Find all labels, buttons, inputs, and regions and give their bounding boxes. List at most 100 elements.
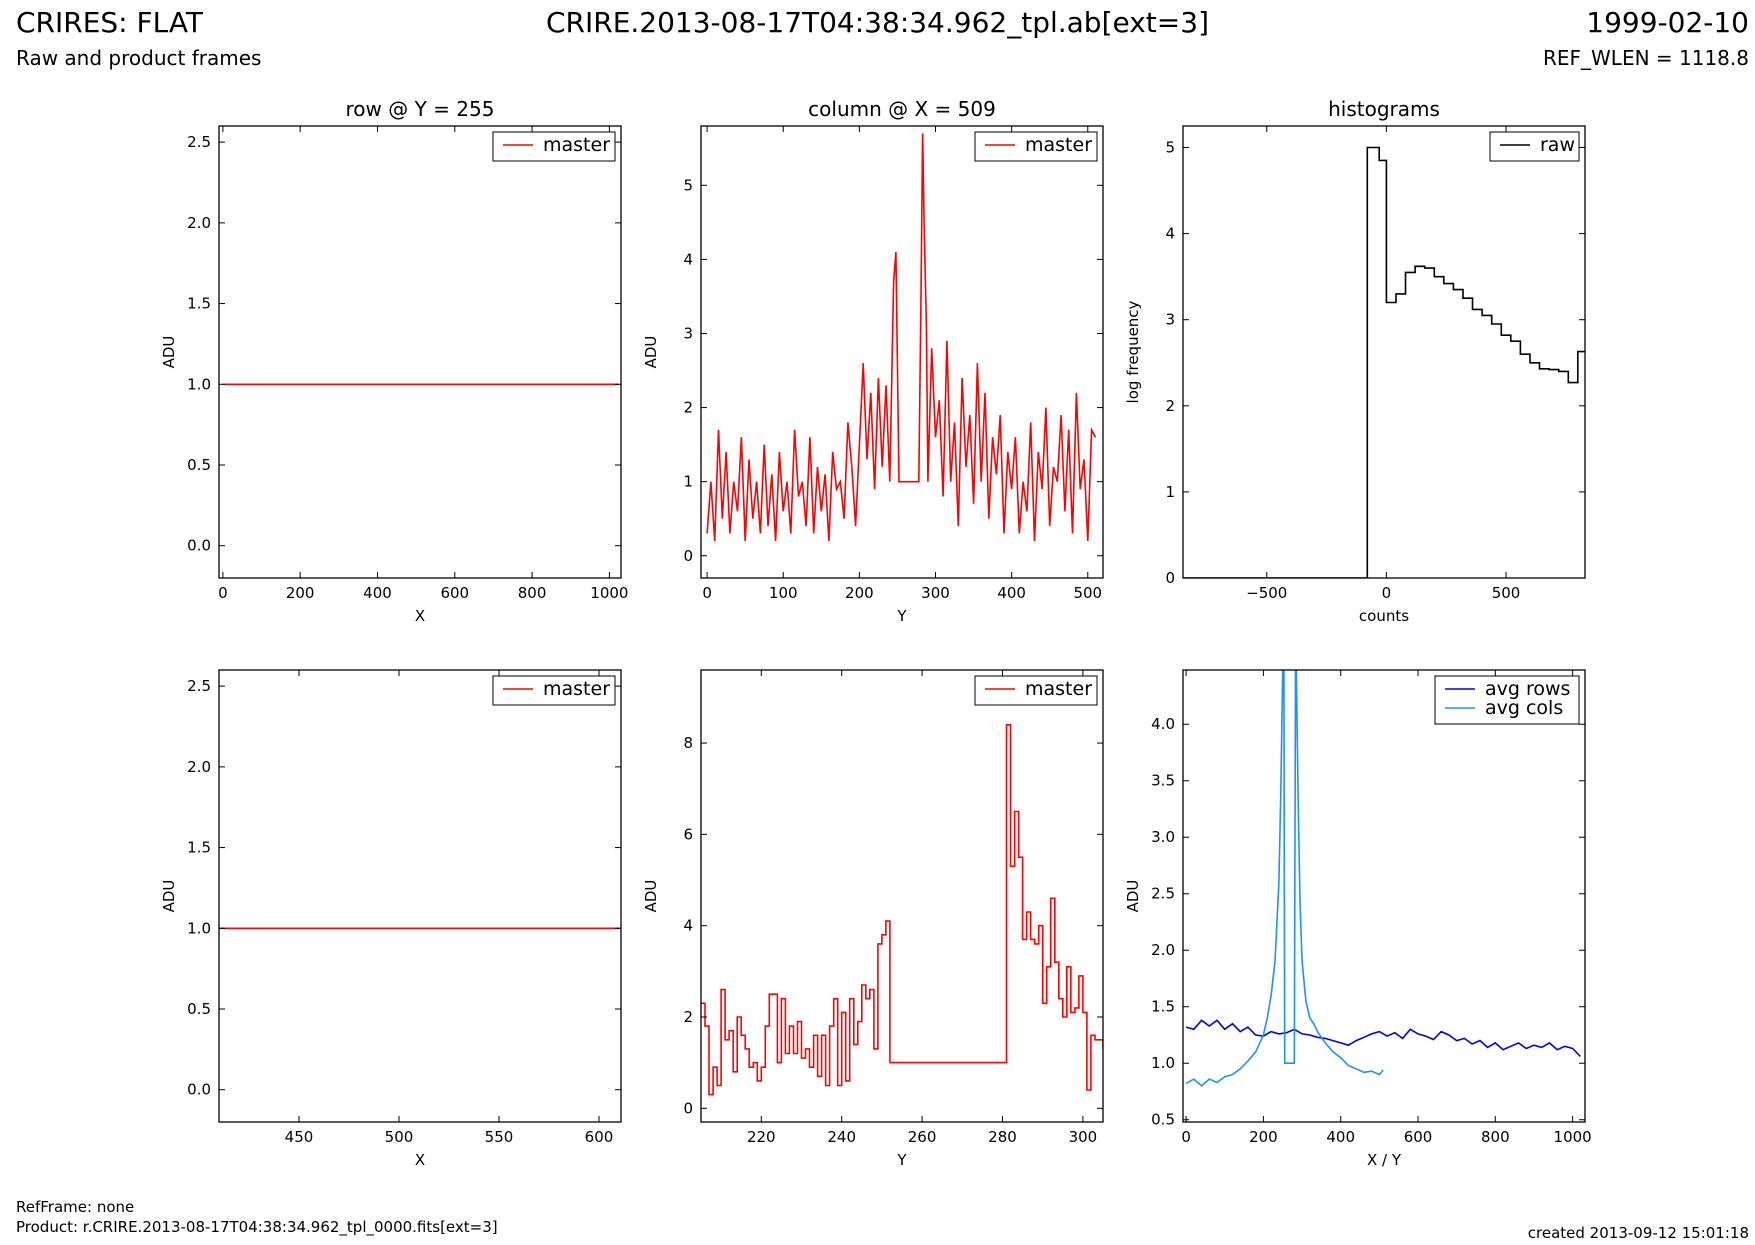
reference-wavelength: REF_WLEN = 1118.8 [1542,46,1749,70]
created-timestamp: created 2013-09-12 15:01:18 [1527,1224,1749,1242]
x-tick-label: 1000 [1554,1128,1592,1146]
legend-box [974,675,1098,706]
y-tick-label: 8 [683,734,693,752]
x-axis-label: X [415,1151,425,1169]
y-tick-label: 2.0 [1151,941,1175,959]
plot-frame [1182,669,1586,1123]
y-tick-label: 2.0 [187,214,211,232]
y-tick-label: 1.5 [187,839,211,857]
x-tick-label: 300 [921,584,950,602]
observation-date: 1999-02-10 [1586,6,1749,39]
legend-box [492,131,616,162]
y-tick-label: 3.0 [1151,828,1175,846]
x-axis-label: counts [1359,607,1409,625]
y-tick-label: 0.5 [187,1000,211,1018]
y-tick-label: 2.5 [187,677,211,695]
y-axis-label: ADU [160,336,178,369]
x-axis-label: X [415,607,425,625]
x-tick-label: 450 [285,1128,314,1146]
plot-frame [1182,125,1586,579]
frame-title: CRIRE.2013-08-17T04:38:34.962_tpl.ab[ext… [545,6,1209,39]
y-tick-label: 1 [683,473,693,491]
x-axis-label: Y [896,1151,907,1169]
legend: raw [1489,131,1580,162]
legend-label: master [543,678,610,700]
y-axis-label: ADU [160,880,178,913]
y-tick-label: 1.5 [187,295,211,313]
y-tick-label: 3 [683,324,693,342]
y-tick-label: 4 [683,250,693,268]
y-tick-label: 4.0 [1151,715,1175,733]
x-tick-label: 0 [702,584,712,602]
plot-frame [700,669,1104,1123]
x-tick-label: 260 [908,1128,937,1146]
y-tick-label: 0.5 [187,456,211,474]
ref-frame-label: RefFrame: none [16,1198,135,1216]
chart-panel-6: 0 200 400 600 800 1000 0.5 1.0 1.5 2.0 2.5 3.0 3.5 4.… [1124,669,1592,1169]
chart-panel-5: 220 240 260 280 300 0 2 4 6 8 Y ADU master [642,669,1104,1169]
y-tick-label: 0 [683,1099,693,1117]
y-tick-label: 1.0 [187,919,211,937]
x-tick-label: 300 [1069,1128,1098,1146]
legend-label: master [1025,134,1092,156]
chart-panel-1: 0 200 400 600 800 1000 0.0 0.5 1.0 1.5 2.0 2.5 row @… [160,97,628,625]
x-tick-label: 0 [1181,1128,1191,1146]
y-tick-label: 5 [683,176,693,194]
x-tick-label: 200 [1249,1128,1278,1146]
x-tick-label: 800 [518,584,547,602]
chart-panel-2: 0 100 200 300 400 500 0 1 2 3 4 5 column @ X = 509 Y A… [642,97,1104,625]
legend-label: raw [1540,134,1575,156]
x-tick-label: 500 [1492,584,1521,602]
legend: master [974,675,1098,706]
y-tick-label: 4 [1165,225,1175,243]
series-line-master [706,133,1097,542]
legend-label: avg rows [1485,678,1570,700]
chart-panel-4: 450 500 550 600 0.0 0.5 1.0 1.5 2.0 2.5 X ADU master [160,669,622,1169]
plot-frame [218,669,622,1123]
x-tick-label: 0 [1382,584,1392,602]
legend-box [1434,675,1580,725]
x-tick-label: 1000 [590,584,628,602]
report-title: CRIRES: FLAT [16,6,203,39]
y-tick-label: 6 [683,825,693,843]
x-axis-label: X / Y [1367,1151,1402,1169]
y-tick-label: 0 [683,547,693,565]
x-tick-label: 800 [1481,1128,1510,1146]
chart-title: column @ X = 509 [808,97,996,121]
x-tick-label: 100 [769,584,798,602]
y-tick-label: 0.5 [1151,1111,1175,1129]
chart-panel-3: −500 0 500 0 1 2 3 4 5 histograms counts log freque… [1124,97,1586,625]
x-tick-label: 500 [1073,584,1102,602]
y-tick-label: 2.0 [187,758,211,776]
y-tick-label: 0.0 [187,537,211,555]
series-line-avg-rows [1185,1019,1581,1058]
y-tick-label: 4 [683,917,693,935]
y-tick-label: 2 [1165,397,1175,415]
x-tick-label: 500 [385,1128,414,1146]
y-tick-label: 2 [683,1008,693,1026]
x-tick-label: 200 [286,584,315,602]
y-tick-label: 0 [1165,569,1175,587]
legend-box [974,131,1098,162]
y-tick-label: 5 [1165,139,1175,157]
x-tick-label: 600 [585,1128,614,1146]
legend: master [492,675,616,706]
x-tick-label: 0 [218,584,228,602]
y-tick-label: 2.5 [1151,885,1175,903]
legend: master [492,131,616,162]
y-tick-label: 3.5 [1151,772,1175,790]
product-label: Product: r.CRIRE.2013-08-17T04:38:34.962… [16,1218,498,1236]
x-tick-label: 550 [485,1128,514,1146]
chart-title: row @ Y = 255 [346,97,495,121]
y-axis-label: ADU [642,336,660,369]
x-tick-label: 600 [440,584,469,602]
legend-label: master [1025,678,1092,700]
x-axis-label: Y [896,607,907,625]
legend-box [1489,131,1580,162]
report-subtitle: Raw and product frames [16,46,262,70]
y-tick-label: 3 [1165,311,1175,329]
x-tick-label: 280 [988,1128,1017,1146]
y-axis-label: log frequency [1124,300,1142,403]
